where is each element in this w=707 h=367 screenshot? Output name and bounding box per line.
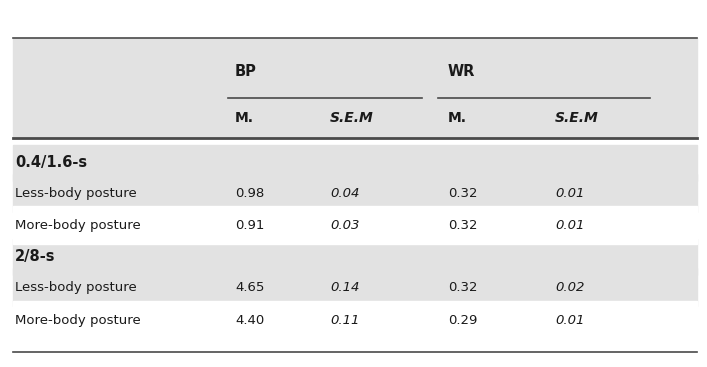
Text: 0.29: 0.29 [448, 313, 477, 327]
Text: M.: M. [448, 111, 467, 125]
Text: 0.01: 0.01 [555, 186, 585, 200]
Text: 0.14: 0.14 [330, 280, 359, 294]
Text: 0.11: 0.11 [330, 313, 359, 327]
Text: S.E.M: S.E.M [555, 111, 599, 125]
Text: M.: M. [235, 111, 254, 125]
Text: BP: BP [235, 65, 257, 80]
Text: 0.91: 0.91 [235, 218, 264, 232]
Text: S.E.M: S.E.M [330, 111, 374, 125]
Text: 0.01: 0.01 [555, 218, 585, 232]
Text: Less-body posture: Less-body posture [15, 280, 136, 294]
Text: WR: WR [448, 65, 475, 80]
Bar [13, 174, 697, 212]
Text: 0.02: 0.02 [555, 280, 585, 294]
Bar [13, 239, 697, 275]
Text: Less-body posture: Less-body posture [15, 186, 136, 200]
Text: 2/8-s: 2/8-s [15, 250, 56, 265]
Text: 0.98: 0.98 [235, 186, 264, 200]
Bar [13, 206, 697, 244]
Text: 0.01: 0.01 [555, 313, 585, 327]
Text: 4.65: 4.65 [235, 280, 264, 294]
Text: 0.32: 0.32 [448, 186, 477, 200]
Bar [13, 38, 697, 138]
Text: More-body posture: More-body posture [15, 313, 141, 327]
Text: 0.32: 0.32 [448, 280, 477, 294]
Text: 4.40: 4.40 [235, 313, 264, 327]
Text: 0.4/1.6-s: 0.4/1.6-s [15, 156, 87, 171]
Bar [13, 301, 697, 339]
Text: 0.03: 0.03 [330, 218, 359, 232]
Bar [13, 268, 697, 306]
Bar [13, 145, 697, 181]
Text: 0.04: 0.04 [330, 186, 359, 200]
Text: 0.32: 0.32 [448, 218, 477, 232]
Text: More-body posture: More-body posture [15, 218, 141, 232]
